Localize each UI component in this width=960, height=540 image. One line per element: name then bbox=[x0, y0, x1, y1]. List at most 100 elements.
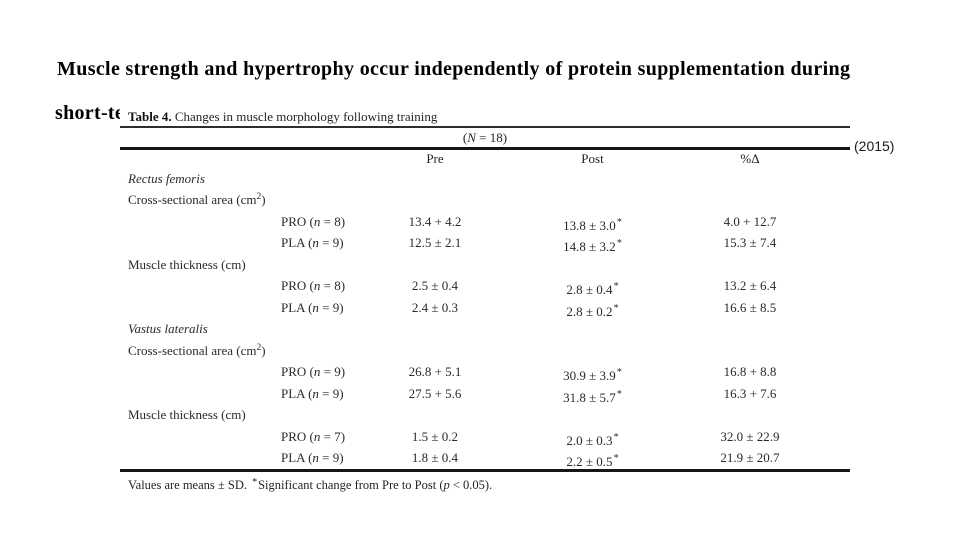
group-count: = 8) bbox=[320, 278, 346, 294]
group-count: = 9) bbox=[318, 385, 344, 401]
table-row-muscle-vastus-lateralis: Vastus lateralis bbox=[120, 319, 850, 341]
significance-asterisk: * bbox=[616, 216, 622, 228]
footnote-significance: Significant change from Pre to Post ( bbox=[258, 478, 444, 492]
post-value: 2.8 ± 0.4* bbox=[500, 281, 685, 298]
group-name: PRO ( bbox=[281, 278, 314, 294]
group-label: PLA (n = 9) bbox=[120, 386, 370, 402]
group-n: n bbox=[312, 385, 319, 401]
significance-asterisk: * bbox=[613, 453, 619, 465]
post-value: 2.0 ± 0.3* bbox=[500, 431, 685, 449]
paper-title-line1: Muscle strength and hypertrophy occur in… bbox=[57, 58, 851, 80]
table-footnote: Values are means ± SD. *Significant chan… bbox=[120, 472, 850, 495]
column-header-pre: Pre bbox=[426, 151, 444, 166]
footnote-asterisk: * bbox=[252, 477, 258, 488]
sample-size: (N = 18) bbox=[120, 128, 850, 147]
pct-delta-value: 16.8 + 8.8 bbox=[723, 364, 777, 380]
table-caption-text: Changes in muscle morphology following t… bbox=[171, 109, 438, 124]
group-label: PLA (n = 9) bbox=[120, 450, 370, 466]
section-label: Cross-sectional area (cm2) bbox=[120, 192, 815, 208]
group-count: = 9) bbox=[318, 299, 344, 315]
table-row-csa-rf: Cross-sectional area (cm2) bbox=[120, 190, 850, 212]
post-value: 13.8 ± 3.0* bbox=[500, 216, 685, 234]
post-value: 14.8 ± 3.2* bbox=[500, 238, 685, 255]
group-name: PRO ( bbox=[281, 364, 314, 380]
significance-asterisk: * bbox=[613, 302, 619, 314]
csa-close: ) bbox=[261, 342, 266, 358]
section-label: Cross-sectional area (cm2) bbox=[120, 343, 815, 359]
group-label: PLA (n = 9) bbox=[120, 300, 370, 316]
table-row-vl-mt-pro: PRO (n = 7) 1.5 ± 0.2 2.0 ± 0.3* 32.0 ± … bbox=[120, 426, 850, 448]
section-label: Muscle thickness (cm) bbox=[128, 256, 246, 272]
group-count: = 9) bbox=[318, 235, 344, 251]
csa-superscript: 2 bbox=[256, 342, 262, 353]
group-count: = 9) bbox=[320, 364, 346, 380]
significance-asterisk: * bbox=[616, 238, 622, 250]
sample-size-symbol: N bbox=[467, 130, 476, 145]
group-n: n bbox=[312, 450, 319, 466]
table-row-rf-csa-pla: PLA (n = 9) 12.5 ± 2.1 14.8 ± 3.2* 15.3 … bbox=[120, 233, 850, 255]
group-name: PLA ( bbox=[281, 450, 313, 466]
group-n: n bbox=[313, 213, 321, 229]
post-value: 2.2 ± 0.5* bbox=[500, 453, 685, 470]
table-row-rf-csa-pro: PRO (n = 8) 13.4 + 4.2 13.8 ± 3.0* 4.0 +… bbox=[120, 211, 850, 233]
group-name: PRO ( bbox=[281, 213, 314, 229]
pre-value: 1.8 ± 0.4 bbox=[411, 450, 459, 466]
table-row-rf-mt-pla: PLA (n = 9) 2.4 ± 0.3 2.8 ± 0.2* 16.6 ± … bbox=[120, 297, 850, 319]
pre-value: 2.5 ± 0.4 bbox=[411, 278, 459, 294]
group-n: n bbox=[313, 428, 321, 444]
table-row-vl-csa-pla: PLA (n = 9) 27.5 + 5.6 31.8 ± 5.7* 16.3 … bbox=[120, 383, 850, 405]
group-count: = 8) bbox=[320, 213, 346, 229]
group-label: PRO (n = 9) bbox=[120, 364, 370, 380]
section-label: Rectus femoris bbox=[128, 170, 205, 186]
post-number: 13.8 ± 3.0 bbox=[563, 217, 616, 233]
group-count: = 9) bbox=[318, 450, 344, 466]
post-value: 31.8 ± 5.7* bbox=[500, 388, 685, 406]
sample-size-value: = 18) bbox=[475, 130, 508, 145]
group-label: PRO (n = 7) bbox=[120, 429, 370, 445]
group-n: n bbox=[312, 299, 319, 315]
significance-asterisk: * bbox=[613, 431, 619, 443]
csa-text: Cross-sectional area (cm bbox=[128, 192, 257, 208]
pct-delta-value: 32.0 ± 22.9 bbox=[720, 428, 780, 444]
group-count: = 7) bbox=[320, 428, 346, 444]
footnote-p: p bbox=[443, 478, 450, 492]
pre-value: 27.5 + 5.6 bbox=[408, 385, 462, 401]
pct-delta-value: 4.0 + 12.7 bbox=[723, 213, 777, 229]
column-header-pct-delta: %Δ bbox=[740, 151, 760, 166]
csa-close: ) bbox=[261, 192, 266, 208]
table-row-vl-csa-pro: PRO (n = 9) 26.8 + 5.1 30.9 ± 3.9* 16.8 … bbox=[120, 362, 850, 384]
pct-delta-value: 16.3 + 7.6 bbox=[723, 385, 777, 401]
group-name: PLA ( bbox=[281, 385, 313, 401]
table-row-muscle-rectus-femoris: Rectus femoris bbox=[120, 168, 850, 190]
paper-title-line2-fragment: short-te bbox=[55, 102, 125, 124]
table-caption: Table 4. Changes in muscle morphology fo… bbox=[120, 104, 850, 126]
pct-delta-value: 21.9 ± 20.7 bbox=[720, 450, 780, 466]
post-number: 2.2 ± 0.5 bbox=[566, 454, 613, 470]
group-label: PLA (n = 9) bbox=[120, 235, 370, 251]
group-n: n bbox=[313, 364, 321, 380]
significance-asterisk: * bbox=[616, 367, 622, 379]
table-caption-number: Table 4. bbox=[128, 109, 172, 124]
post-number: 31.8 ± 5.7 bbox=[563, 389, 616, 405]
pre-value: 1.5 ± 0.2 bbox=[411, 428, 459, 444]
post-number: 2.8 ± 0.2 bbox=[566, 303, 613, 319]
group-name: PLA ( bbox=[281, 299, 313, 315]
citation-year: (2015) bbox=[854, 138, 895, 154]
pre-value: 12.5 ± 2.1 bbox=[408, 235, 462, 251]
section-label: Muscle thickness (cm) bbox=[128, 407, 246, 423]
column-header-post: Post bbox=[581, 151, 604, 166]
pre-value: 13.4 + 4.2 bbox=[408, 213, 462, 229]
caption-rule bbox=[120, 126, 850, 128]
table-row-csa-vl: Cross-sectional area (cm2) bbox=[120, 340, 850, 362]
post-number: 30.9 ± 3.9 bbox=[563, 368, 616, 384]
csa-text: Cross-sectional area (cm bbox=[128, 342, 257, 358]
significance-asterisk: * bbox=[613, 281, 619, 293]
post-number: 2.0 ± 0.3 bbox=[566, 432, 613, 448]
post-value: 30.9 ± 3.9* bbox=[500, 367, 685, 384]
significance-asterisk: * bbox=[616, 388, 622, 400]
table-row-thickness-rf: Muscle thickness (cm) bbox=[120, 254, 850, 276]
group-name: PLA ( bbox=[281, 235, 313, 251]
table-figure: Table 4. Changes in muscle morphology fo… bbox=[120, 104, 850, 495]
footnote-pvalue: < 0.05). bbox=[449, 478, 493, 492]
post-number: 2.8 ± 0.4 bbox=[566, 282, 613, 298]
